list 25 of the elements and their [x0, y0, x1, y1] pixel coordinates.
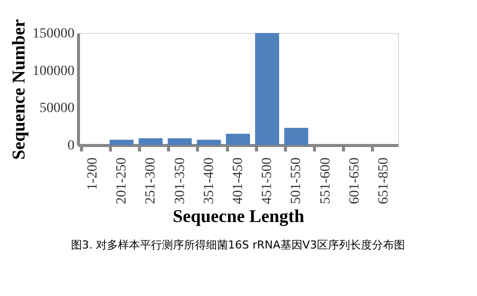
bar	[255, 33, 280, 145]
x-tick-label: 301-350	[172, 158, 188, 204]
x-tick-label: 1-200	[85, 158, 100, 190]
bar	[168, 138, 192, 145]
y-tick-label: 150000	[32, 26, 74, 42]
x-axis-title: Sequecne Length	[172, 206, 304, 226]
x-tick-label: 551-600	[318, 158, 334, 204]
bar	[226, 134, 250, 145]
bar	[138, 138, 163, 145]
caption: 图3. 对多样本平行测序所得细菌16S rRNA基因V3区序列长度分布图	[71, 238, 405, 252]
x-tick-label: 201-250	[114, 158, 130, 204]
y-axis-title: Sequence Number	[8, 19, 28, 160]
x-tick-label: 401-450	[231, 158, 246, 204]
x-tick-label: 451-500	[260, 158, 276, 204]
x-tick-label: 601-650	[347, 158, 362, 204]
y-tick-label: 50000	[40, 101, 74, 116]
x-tick-label: 501-550	[289, 158, 304, 204]
x-tick-label: 251-300	[144, 158, 159, 204]
x-tick-label: 651-850	[376, 158, 392, 204]
x-tick-label: 351-400	[202, 158, 217, 204]
bar	[284, 128, 308, 145]
y-tick-label: 100000	[32, 64, 74, 79]
bar	[110, 140, 134, 145]
bar	[196, 140, 221, 145]
y-tick-label: 0	[68, 138, 74, 154]
